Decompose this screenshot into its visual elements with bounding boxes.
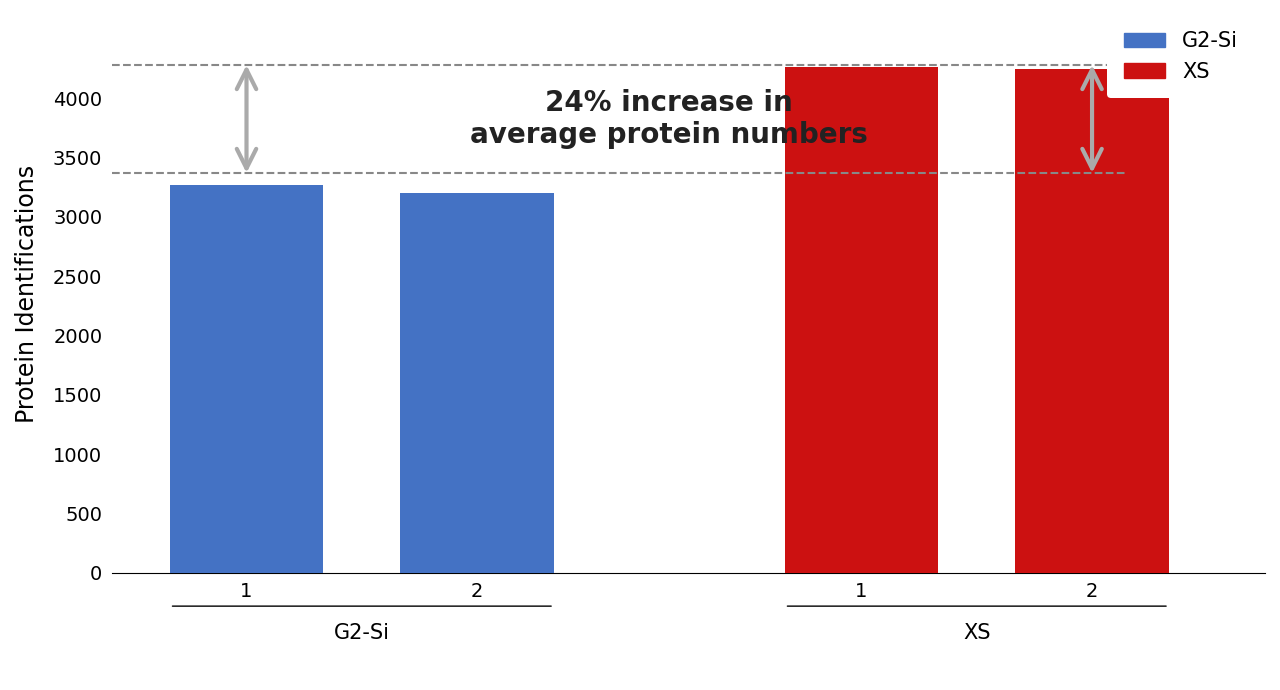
Y-axis label: Protein Identifications: Protein Identifications <box>15 165 38 423</box>
Legend: G2-Si, XS: G2-Si, XS <box>1107 14 1254 98</box>
Text: 24% increase in
average protein numbers: 24% increase in average protein numbers <box>470 89 868 149</box>
Text: G2-Si: G2-Si <box>334 623 390 643</box>
Text: XS: XS <box>963 623 991 643</box>
Bar <box>170 185 324 573</box>
Bar <box>785 68 938 573</box>
Bar <box>401 193 554 573</box>
Bar <box>1015 68 1169 573</box>
